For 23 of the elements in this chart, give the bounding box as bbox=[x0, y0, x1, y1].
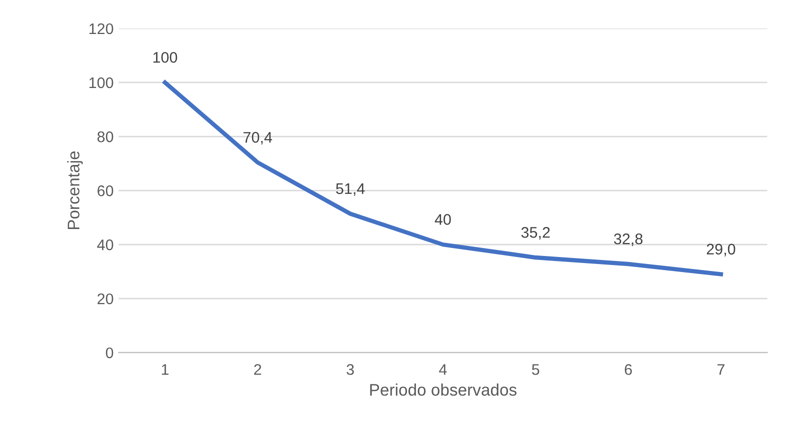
data-label: 70,4 bbox=[244, 132, 272, 145]
y-tick-label: 120 bbox=[89, 23, 114, 34]
x-tick-label: 1 bbox=[162, 364, 168, 375]
x-tick-label: 7 bbox=[717, 364, 724, 375]
y-axis-title: Porcentaje bbox=[67, 151, 83, 229]
y-tick-label: 20 bbox=[98, 293, 114, 304]
data-label: 32,8 bbox=[614, 233, 642, 246]
x-tick-label: 6 bbox=[624, 364, 632, 375]
y-tick-label: 40 bbox=[97, 239, 114, 250]
y-tick-label: 0 bbox=[106, 347, 114, 358]
data-label: 35,2 bbox=[521, 227, 550, 240]
data-label: 100 bbox=[153, 52, 178, 63]
y-tick-label: 80 bbox=[97, 131, 114, 142]
y-tick-label: 100 bbox=[89, 77, 114, 88]
data-label: 29,0 bbox=[706, 244, 736, 256]
y-tick-label: 60 bbox=[98, 185, 114, 196]
data-label: 40 bbox=[434, 214, 451, 225]
x-tick-label: 2 bbox=[254, 364, 262, 375]
x-tick-label: 3 bbox=[346, 364, 354, 375]
x-axis-title: Periodo observados bbox=[370, 384, 516, 396]
x-tick-label: 5 bbox=[532, 364, 540, 375]
data-label: 51,4 bbox=[336, 183, 365, 196]
x-tick-label: 4 bbox=[439, 364, 447, 375]
